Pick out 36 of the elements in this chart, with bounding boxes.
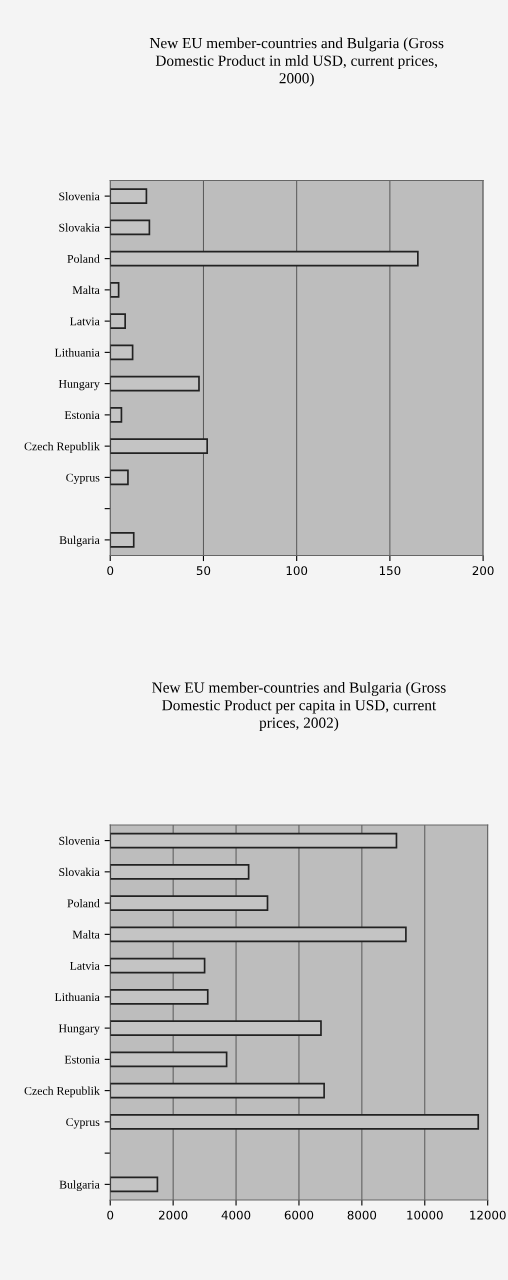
x-tick-label: 0 xyxy=(107,1210,114,1220)
y-tick-label: Czech Republik xyxy=(24,1086,100,1098)
y-tick-label: Cyprus xyxy=(66,473,100,485)
x-tick-label: 12000 xyxy=(470,1210,506,1220)
y-tick-label: Cyprus xyxy=(66,1118,100,1129)
y-tick-label: Slovenia xyxy=(59,192,100,201)
y-tick-label: Slovenia xyxy=(59,836,100,845)
y-tick-label: Slovakia xyxy=(59,867,100,877)
chart-title: New EU member-countries and Bulgaria (Gross Domestic Product per capita in USD, current prices, 2002) xyxy=(152,681,446,731)
y-tick-label: Czech Republik xyxy=(24,442,100,453)
y-tick-label: Hungary xyxy=(58,1024,100,1035)
y-tick-label: Latvia xyxy=(70,961,100,970)
y-tick-label: Poland xyxy=(67,254,100,263)
x-tick-label: 200 xyxy=(472,566,494,576)
x-tick-label: 50 xyxy=(196,566,211,576)
x-tick-label: 0 xyxy=(107,566,114,576)
y-tick-label: Slovakia xyxy=(59,223,100,232)
y-tick-label: Malta xyxy=(72,930,100,939)
chart-title: New EU member-countries and Bulgaria (Gross Domestic Product in mld USD, current prices, 2000) xyxy=(149,37,444,87)
x-tick-label: 6000 xyxy=(284,1210,314,1220)
x-tick-label: 8000 xyxy=(347,1210,377,1220)
x-tick-label: 2000 xyxy=(158,1210,188,1220)
y-tick-label: Bulgaria xyxy=(59,535,100,547)
x-tick-label: 10000 xyxy=(407,1210,443,1220)
x-tick-label: 100 xyxy=(286,566,308,576)
y-tick-label: Hungary xyxy=(58,379,100,391)
y-tick-label: Bulgaria xyxy=(59,1180,100,1192)
x-tick-label: 150 xyxy=(379,566,401,576)
y-tick-label: Estonia xyxy=(64,1055,100,1064)
y-tick-label: Malta xyxy=(72,285,100,295)
x-tick-label: 4000 xyxy=(221,1210,251,1220)
y-tick-label: Estonia xyxy=(64,411,100,420)
y-tick-label: Lithuania xyxy=(54,992,100,1002)
y-tick-label: Poland xyxy=(67,899,100,908)
y-tick-label: Lithuania xyxy=(54,348,100,357)
y-tick-label: Latvia xyxy=(70,317,100,326)
